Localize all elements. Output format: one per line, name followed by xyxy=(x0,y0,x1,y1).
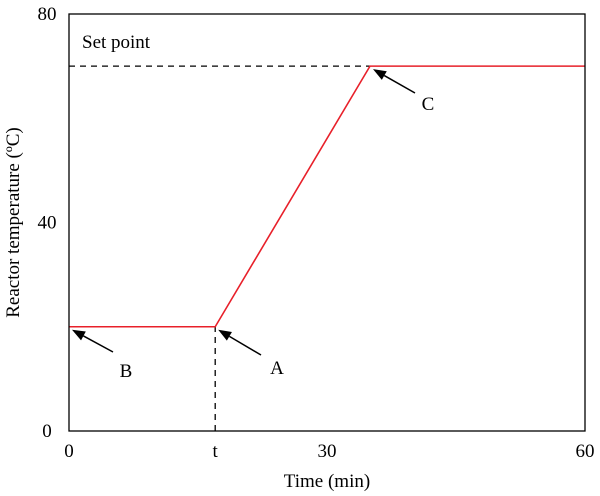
x-axis-label: Time (min) xyxy=(284,471,370,492)
x-tick-label: t xyxy=(213,441,219,462)
y-tick-label: 40 xyxy=(38,213,57,234)
annotation-arrow xyxy=(218,329,262,356)
plot-frame xyxy=(68,13,586,432)
annotation-label-c: C xyxy=(422,94,435,115)
x-tick-label: 0 xyxy=(64,441,74,462)
annotation-label-a: A xyxy=(270,358,284,379)
annotation-arrow xyxy=(373,69,416,94)
y-tick-label: 80 xyxy=(38,4,57,25)
y-axis-label: Reactor temperature (ºC) xyxy=(3,127,24,318)
annotation-arrow xyxy=(72,329,114,353)
x-tick-label: 30 xyxy=(318,441,337,462)
annotation-label-b: B xyxy=(120,361,133,382)
x-tick-label: 60 xyxy=(576,441,595,462)
set-point-label: Set point xyxy=(82,32,151,53)
temperature-line xyxy=(69,65,585,328)
y-tick-label: 0 xyxy=(42,421,52,442)
